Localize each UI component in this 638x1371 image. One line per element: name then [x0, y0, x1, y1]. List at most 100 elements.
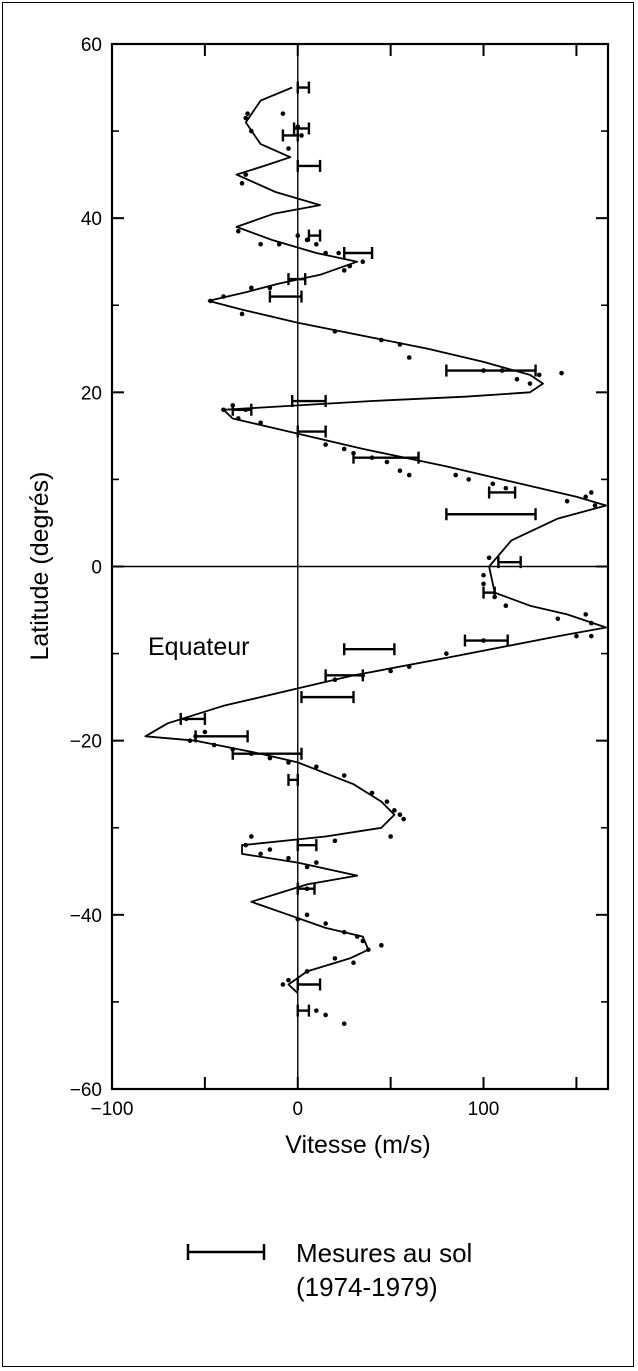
data-point: [314, 241, 319, 247]
data-point: [486, 555, 492, 561]
ground-measurement-bar: [445, 364, 537, 377]
ground-measurement-bar: [482, 586, 496, 599]
data-point: [323, 250, 328, 256]
data-point: [304, 912, 310, 918]
data-point: [314, 1008, 319, 1013]
data-point: [392, 808, 397, 813]
ground-measurement-bar: [307, 229, 322, 242]
data-point: [341, 268, 347, 273]
data-point: [360, 259, 366, 265]
data-point: [536, 372, 542, 378]
x-tick-label: −100: [91, 1099, 134, 1120]
ground-measurement-bar: [281, 129, 299, 142]
data-point: [406, 472, 412, 478]
legend-error-bar-symbol: [186, 1244, 266, 1260]
data-point: [280, 111, 286, 116]
data-point: [406, 664, 412, 669]
ground-measurement-bar: [497, 556, 522, 569]
data-point: [267, 847, 273, 852]
data-point: [286, 855, 291, 861]
ground-measurement-bar: [292, 122, 311, 135]
data-point: [332, 677, 338, 683]
ground-measurement-bar: [296, 882, 316, 895]
data-point: [588, 633, 594, 639]
data-point: [323, 921, 328, 926]
data-point: [351, 960, 356, 966]
data-point: [304, 864, 310, 870]
ground-measurement-bar: [231, 403, 253, 416]
data-point: [466, 477, 471, 482]
y-tick-label: 20: [81, 383, 102, 404]
ground-measurement-bar: [352, 451, 420, 464]
data-point: [490, 481, 496, 487]
data-point: [249, 128, 254, 134]
data-point: [379, 943, 384, 948]
data-point: [453, 472, 458, 478]
ground-measurement-bar: [296, 839, 318, 852]
data-point: [286, 760, 291, 765]
ground-measurement-bar: [300, 691, 355, 704]
x-tick-label: 100: [468, 1099, 500, 1120]
data-point: [384, 799, 390, 804]
data-point: [366, 947, 371, 952]
data-point: [559, 370, 564, 376]
data-point: [583, 494, 589, 500]
y-tick-label: 60: [81, 35, 102, 56]
data-point: [481, 581, 486, 587]
data-point: [314, 764, 319, 770]
x-axis-title: Vitesse (m/s): [285, 1131, 430, 1159]
data-point: [286, 146, 291, 151]
data-point: [397, 342, 403, 347]
ground-measurement-bar: [287, 273, 307, 286]
ground-measurement-bar: [445, 508, 537, 521]
data-point: [249, 834, 254, 839]
data-point: [332, 329, 338, 334]
data-point: [564, 498, 570, 504]
legend-label-line1: Mesures au sol: [296, 1238, 472, 1268]
data-point: [401, 816, 406, 822]
data-point: [341, 773, 347, 778]
legend: Mesures au sol (1974-1979): [186, 1238, 472, 1302]
data-point: [267, 285, 273, 291]
data-point: [332, 956, 338, 961]
data-point: [503, 485, 509, 491]
data-point: [295, 233, 301, 238]
data-point: [267, 755, 273, 761]
ground-measurement-bar: [487, 486, 517, 499]
y-tick-label: 40: [81, 209, 102, 230]
data-point: [323, 1012, 328, 1018]
data-point: [341, 446, 347, 452]
data-point: [388, 668, 393, 674]
ground-measurement-bar: [296, 425, 327, 438]
data-point: [221, 407, 226, 413]
data-point: [527, 381, 533, 386]
data-point: [481, 572, 486, 578]
data-point: [236, 228, 241, 234]
data-point: [397, 812, 403, 817]
data-point: [360, 938, 366, 944]
data-point: [258, 420, 263, 426]
data-point: [397, 468, 403, 474]
ground-measurement-bar: [324, 669, 364, 682]
data-point: [444, 651, 449, 656]
ground-measurement-bar: [194, 730, 249, 743]
data-point: [314, 860, 319, 865]
data-point: [588, 490, 594, 495]
data-point: [208, 298, 213, 304]
ground-measurement-bar: [463, 634, 509, 647]
data-point: [243, 172, 249, 177]
ground-measurement-bar: [179, 712, 207, 725]
data-point: [187, 738, 193, 743]
equator-label: Equateur: [148, 633, 249, 661]
x-tick-label: 0: [292, 1099, 303, 1120]
ground-measurement-bar: [296, 81, 311, 94]
ground-measurement-bar: [287, 773, 299, 786]
data-points-layer: [184, 111, 598, 1026]
data-point: [514, 376, 520, 382]
data-point: [503, 603, 509, 608]
data-point: [276, 241, 282, 247]
reference-lines: [112, 44, 608, 1089]
ground-measurement-bar: [290, 395, 327, 408]
data-point: [332, 838, 338, 844]
data-point: [221, 294, 226, 299]
